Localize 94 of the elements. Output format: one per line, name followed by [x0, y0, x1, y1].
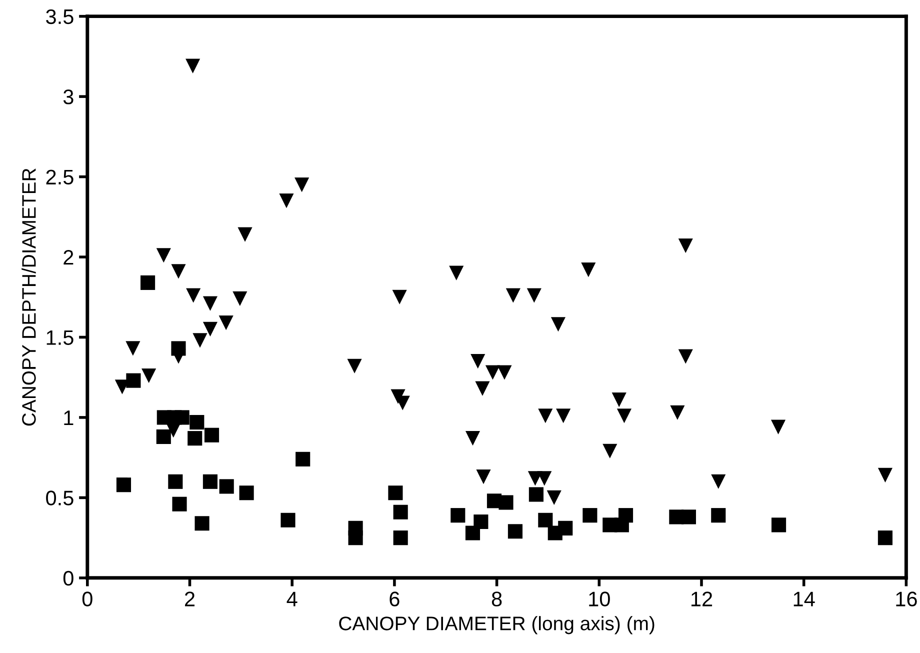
point: [202, 322, 218, 336]
y-axis-title: CANOPY DEPTH/DIAMETER: [22, 168, 36, 426]
point: [393, 504, 408, 520]
point: [348, 530, 363, 546]
point: [681, 510, 696, 524]
point: [537, 471, 552, 486]
point: [294, 178, 310, 192]
point: [450, 508, 466, 523]
point: [219, 479, 234, 494]
point: [171, 264, 186, 279]
x-tick-label: 12: [692, 592, 712, 606]
y-tick-label: 2.5: [46, 170, 74, 185]
point: [186, 58, 200, 74]
x-tick-label: 14: [794, 592, 815, 606]
point: [678, 349, 693, 364]
point: [711, 508, 726, 523]
point: [550, 317, 566, 332]
point: [528, 487, 544, 502]
y-tick-label: 0: [63, 570, 74, 586]
x-axis-title: CANOPY DIAMETER (long axis) (m): [339, 616, 654, 634]
point: [194, 516, 210, 531]
point: [465, 526, 480, 540]
x-tick-label: 8: [492, 592, 502, 606]
point: [556, 408, 571, 424]
x-tick-label: 10: [589, 592, 610, 606]
point: [670, 405, 685, 420]
point: [186, 288, 201, 303]
point: [279, 194, 294, 208]
point: [238, 227, 252, 242]
point: [497, 365, 512, 380]
point: [126, 373, 141, 388]
y-tick-label: 3: [63, 90, 74, 104]
point: [878, 530, 892, 546]
point: [202, 296, 218, 311]
point: [470, 354, 486, 369]
point: [449, 266, 464, 280]
point: [546, 490, 562, 505]
point: [156, 248, 171, 263]
point: [618, 508, 634, 523]
y-tick-label: 1: [64, 410, 74, 425]
point: [878, 468, 892, 482]
point: [771, 518, 786, 532]
point: [393, 530, 408, 546]
point: [475, 381, 490, 396]
point: [508, 524, 523, 539]
point: [476, 470, 491, 484]
point: [204, 428, 220, 442]
point: [770, 420, 786, 434]
point: [280, 512, 296, 528]
y-tick-label: 2: [64, 250, 74, 265]
point: [506, 288, 520, 303]
point: [140, 275, 156, 290]
point: [188, 431, 202, 446]
point: [538, 512, 553, 528]
point: [202, 474, 218, 489]
point: [142, 368, 156, 384]
point: [498, 495, 514, 510]
point: [192, 333, 208, 348]
point: [232, 291, 248, 306]
point: [538, 408, 553, 424]
point: [174, 410, 190, 425]
x-tick-label: 16: [896, 592, 917, 606]
y-tick-label: 3.5: [46, 9, 74, 24]
point: [126, 341, 140, 356]
point: [239, 486, 254, 500]
y-tick-label: 1.5: [46, 330, 74, 345]
point: [711, 474, 726, 489]
point: [392, 290, 407, 304]
x-tick-label: 2: [185, 592, 194, 606]
x-tick-label: 0: [82, 592, 92, 606]
point: [166, 423, 181, 438]
point: [678, 238, 693, 254]
point: [171, 349, 186, 364]
x-tick-label: 6: [390, 592, 400, 606]
point: [612, 392, 626, 408]
point: [172, 496, 187, 512]
point: [582, 508, 598, 523]
point: [526, 288, 542, 303]
x-tick-label: 4: [286, 592, 298, 606]
point: [581, 262, 596, 278]
point: [602, 444, 618, 458]
point: [347, 358, 362, 374]
point: [465, 431, 480, 446]
point: [616, 408, 632, 424]
point: [388, 486, 403, 500]
point: [190, 414, 204, 430]
y-tick-label: 0.5: [46, 490, 74, 506]
point: [296, 452, 310, 466]
point: [558, 520, 573, 536]
point: [168, 474, 183, 489]
point: [485, 365, 500, 380]
point: [156, 429, 171, 444]
point: [218, 316, 234, 330]
point: [116, 478, 132, 492]
